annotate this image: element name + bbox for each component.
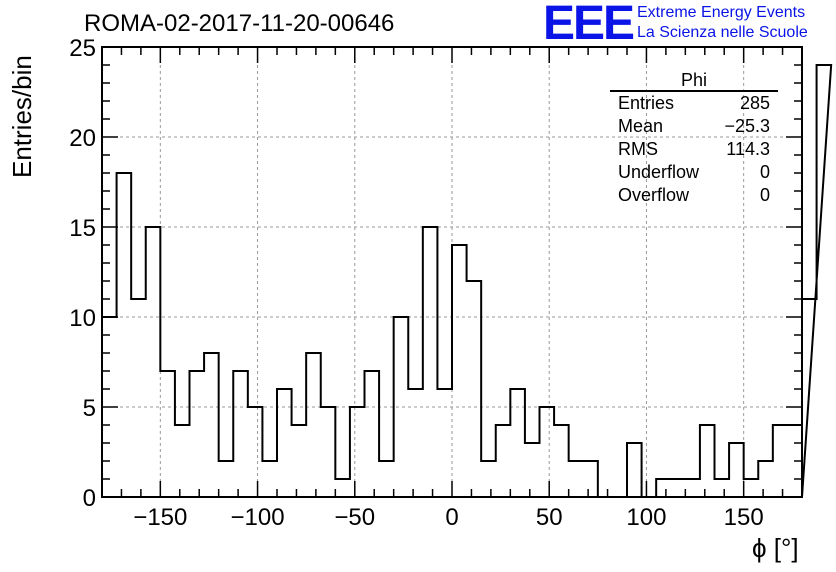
stat-label: Mean — [618, 116, 664, 136]
stat-value: 285 — [739, 93, 770, 113]
y-axis-label: Entries/bin — [7, 55, 37, 178]
y-tick-label: 20 — [69, 125, 96, 152]
stats-title: Phi — [610, 70, 778, 92]
y-tick-label: 25 — [69, 35, 96, 62]
stat-row-mean: Mean −25.3 — [610, 115, 778, 138]
stat-row-rms: RMS 114.3 — [610, 138, 778, 161]
y-tick-label: 15 — [69, 215, 96, 242]
x-tick-label: 50 — [536, 504, 563, 531]
stat-row-underflow: Underflow 0 — [610, 161, 778, 184]
eee-logo: EEE — [543, 0, 635, 50]
y-tick-label: 5 — [83, 395, 96, 422]
eee-logo-line1: Extreme Energy Events — [637, 4, 806, 21]
chart-title: ROMA-02-2017-11-20-00646 — [84, 10, 395, 37]
stat-value: 0 — [759, 185, 770, 205]
stat-label: Entries — [618, 93, 675, 113]
stat-label: Overflow — [618, 185, 690, 205]
axis-ticks — [102, 46, 802, 498]
stat-row-overflow: Overflow 0 — [610, 184, 778, 207]
stat-value: 0 — [759, 162, 770, 182]
stat-row-entries: Entries 285 — [610, 92, 778, 115]
x-tick-label: 150 — [724, 504, 764, 531]
stat-label: Underflow — [618, 162, 700, 182]
x-axis-label: ϕ [°] — [752, 533, 799, 563]
eee-logo-line2: La Scienza nelle Scuole — [637, 24, 808, 41]
x-tick-label: 100 — [626, 504, 666, 531]
stat-value: −25.3 — [724, 116, 770, 136]
x-tick-label: −50 — [334, 504, 375, 531]
x-tick-label: −100 — [231, 504, 285, 531]
histogram-outline — [101, 64, 833, 498]
stats-box: Phi Entries 285 Mean −25.3 RMS 114.3 Und… — [610, 70, 778, 207]
y-tick-label: 10 — [69, 305, 96, 332]
y-tick-label: 0 — [83, 485, 96, 512]
x-tick-label: 0 — [445, 504, 458, 531]
x-tick-label: −150 — [133, 504, 187, 531]
stat-value: 114.3 — [726, 139, 770, 159]
stat-label: RMS — [618, 139, 658, 159]
tick-labels: −150 −100 −50 0 50 100 150 0 5 10 15 20 25 — [69, 35, 763, 531]
